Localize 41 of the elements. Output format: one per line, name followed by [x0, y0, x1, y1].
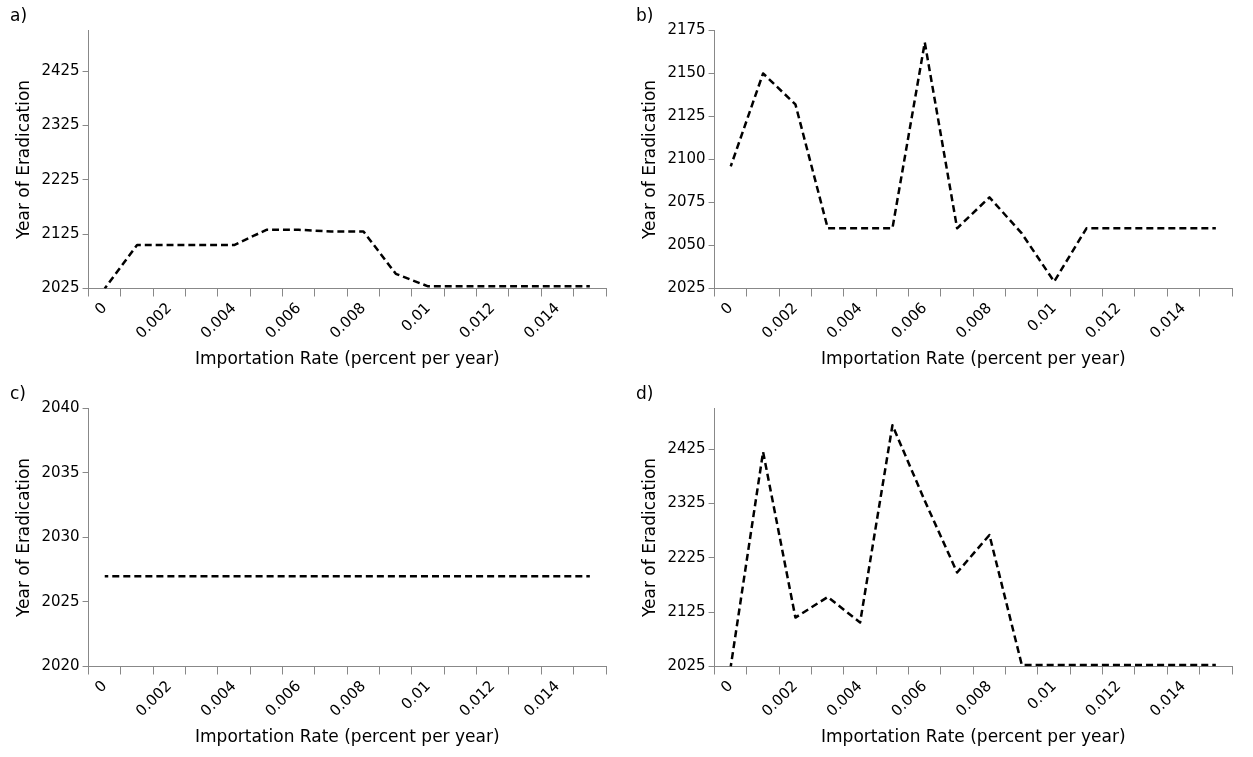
y-tick-label: 2225 — [41, 169, 80, 188]
x-tick-label: 0 — [90, 298, 111, 319]
y-tick-label: 2325 — [667, 493, 706, 512]
y-tick-label: 2125 — [667, 106, 706, 125]
y-tick-label: 2025 — [667, 278, 706, 297]
x-tick-label: 0 — [716, 298, 737, 319]
y-tick-label: 2125 — [41, 224, 80, 243]
x-tick-label: 0 — [716, 676, 737, 697]
x-axis-title: Importation Rate (percent per year) — [195, 726, 500, 747]
y-tick-label: 2150 — [667, 63, 706, 82]
y-tick-label: 2075 — [667, 192, 706, 211]
x-tick-label: 0 — [90, 676, 111, 697]
y-tick-label: 2100 — [667, 149, 706, 168]
y-tick-label: 2425 — [667, 439, 706, 458]
chart-title: a) — [10, 4, 28, 25]
x-axis-title: Importation Rate (percent per year) — [821, 726, 1126, 747]
y-axis-title: Year of Eradication — [12, 457, 33, 619]
x-axis-title: Importation Rate (percent per year) — [821, 348, 1126, 369]
y-tick-label: 2425 — [41, 61, 80, 80]
y-tick-label: 2050 — [667, 235, 706, 254]
y-tick-label: 2035 — [41, 462, 80, 481]
x-axis-title: Importation Rate (percent per year) — [195, 348, 500, 369]
y-tick-label: 2040 — [41, 398, 80, 417]
y-tick-label: 2225 — [667, 547, 706, 566]
line-series — [103, 228, 592, 289]
y-tick-label: 2020 — [41, 656, 80, 675]
y-tick-label: 2025 — [41, 278, 80, 297]
y-axis-title: Year of Eradication — [638, 79, 659, 241]
chart-title: c) — [10, 382, 26, 403]
y-axis-title: Year of Eradication — [638, 457, 659, 619]
y-tick-label: 2125 — [667, 602, 706, 621]
line-series — [729, 424, 1218, 667]
y-tick-label: 2030 — [41, 527, 80, 546]
y-tick-label: 2325 — [41, 115, 80, 134]
y-tick-label: 2175 — [667, 20, 706, 39]
y-axis-title: Year of Eradication — [12, 79, 33, 241]
y-tick-label: 2025 — [667, 656, 706, 675]
chart-title: d) — [636, 382, 654, 403]
line-series — [729, 41, 1218, 283]
chart-title: b) — [636, 4, 654, 25]
y-tick-label: 2025 — [41, 591, 80, 610]
